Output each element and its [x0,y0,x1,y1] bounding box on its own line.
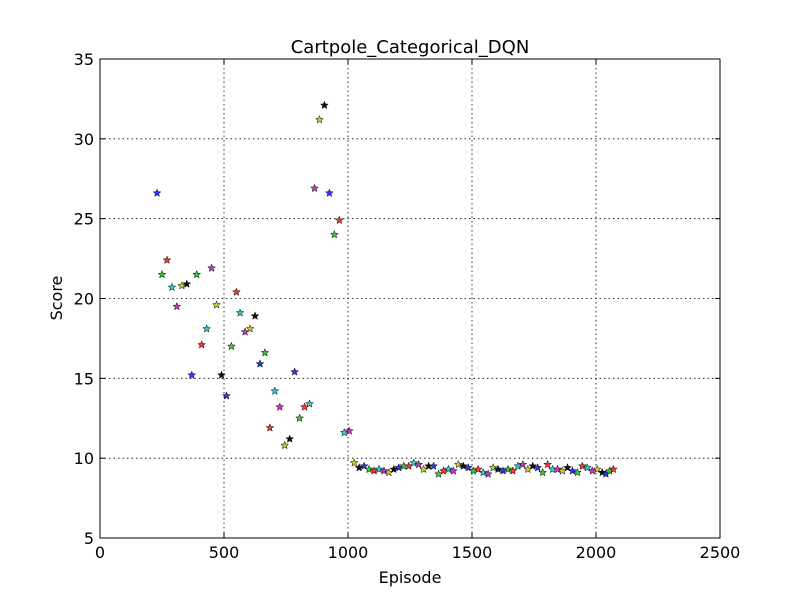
data-point [553,464,563,474]
data-point [260,348,270,357]
data-point [319,100,329,110]
data-point [255,359,265,368]
data-point [324,188,334,197]
data-points [152,100,618,478]
data-point [329,229,339,239]
data-point [222,391,231,400]
data-point [182,279,192,288]
data-point [374,464,384,474]
y-tick-label: 25 [74,210,94,229]
data-point [349,458,359,467]
data-point [157,269,167,279]
y-tick-label: 10 [74,449,94,468]
data-point [275,402,285,411]
data-point [280,440,290,450]
data-point [543,459,553,469]
data-point [226,341,236,351]
data-point [217,370,226,379]
data-point [592,464,602,474]
data-point [409,458,419,467]
data-point [192,269,202,279]
data-point [458,461,468,470]
data-point [295,413,305,423]
y-tick-label: 35 [74,50,94,69]
data-point [285,434,295,443]
data-point [572,467,582,477]
x-tick-labels: 0 500 1000 1500 2000 2500 [95,543,740,562]
data-point [453,459,463,469]
data-point [212,300,222,309]
data-point [334,215,344,225]
data-point [344,426,354,435]
data-point [379,466,389,475]
y-tick-label: 15 [74,369,94,388]
data-point [528,461,538,470]
data-point [305,399,315,408]
x-tick-label: 0 [95,543,105,562]
chart-title: Cartpole_Categorical_DQN [291,37,530,58]
grid-lines [100,59,720,538]
y-tick-label: 5 [84,529,94,548]
data-point [235,308,245,317]
y-tick-label: 20 [74,290,94,309]
data-point [162,255,172,264]
data-point [582,463,592,472]
data-point [231,287,241,296]
data-point [577,461,587,470]
data-point [443,464,453,474]
data-point [250,311,260,320]
x-tick-label: 500 [209,543,240,562]
x-tick-label: 2000 [576,543,617,562]
data-point [429,461,439,470]
data-point [488,463,498,472]
data-point [315,114,324,124]
data-point [202,324,212,333]
data-point [448,466,458,475]
data-point [290,367,300,376]
data-point [563,463,572,472]
data-point [197,340,207,349]
y-tick-label: 30 [74,130,94,149]
y-axis-label: Score [47,276,66,321]
x-tick-label: 2500 [700,543,741,562]
x-tick-label: 1500 [452,543,493,562]
data-point [533,463,543,472]
data-point [310,183,319,193]
data-point [538,467,548,477]
data-point [503,464,513,474]
data-point [567,466,577,475]
data-point [473,464,483,474]
data-point [518,459,528,469]
data-point [478,467,488,477]
data-point [508,466,518,475]
data-point [493,464,503,474]
data-point [483,469,493,478]
x-tick-label: 1000 [328,543,369,562]
data-point [414,459,424,469]
y-tick-labels: 5 10 15 20 25 30 35 [74,50,94,548]
x-axis-label: Episode [379,568,442,587]
data-point [167,282,177,292]
data-point [364,464,374,474]
data-point [245,324,255,333]
data-point [172,301,182,311]
data-point [187,370,197,379]
axis-ticks [99,58,721,539]
data-point [359,461,369,470]
data-point [463,463,473,472]
data-point [152,188,162,197]
data-point [207,263,217,272]
data-point [265,423,275,432]
data-point [608,464,618,474]
data-point [597,467,607,477]
data-point [270,386,280,395]
